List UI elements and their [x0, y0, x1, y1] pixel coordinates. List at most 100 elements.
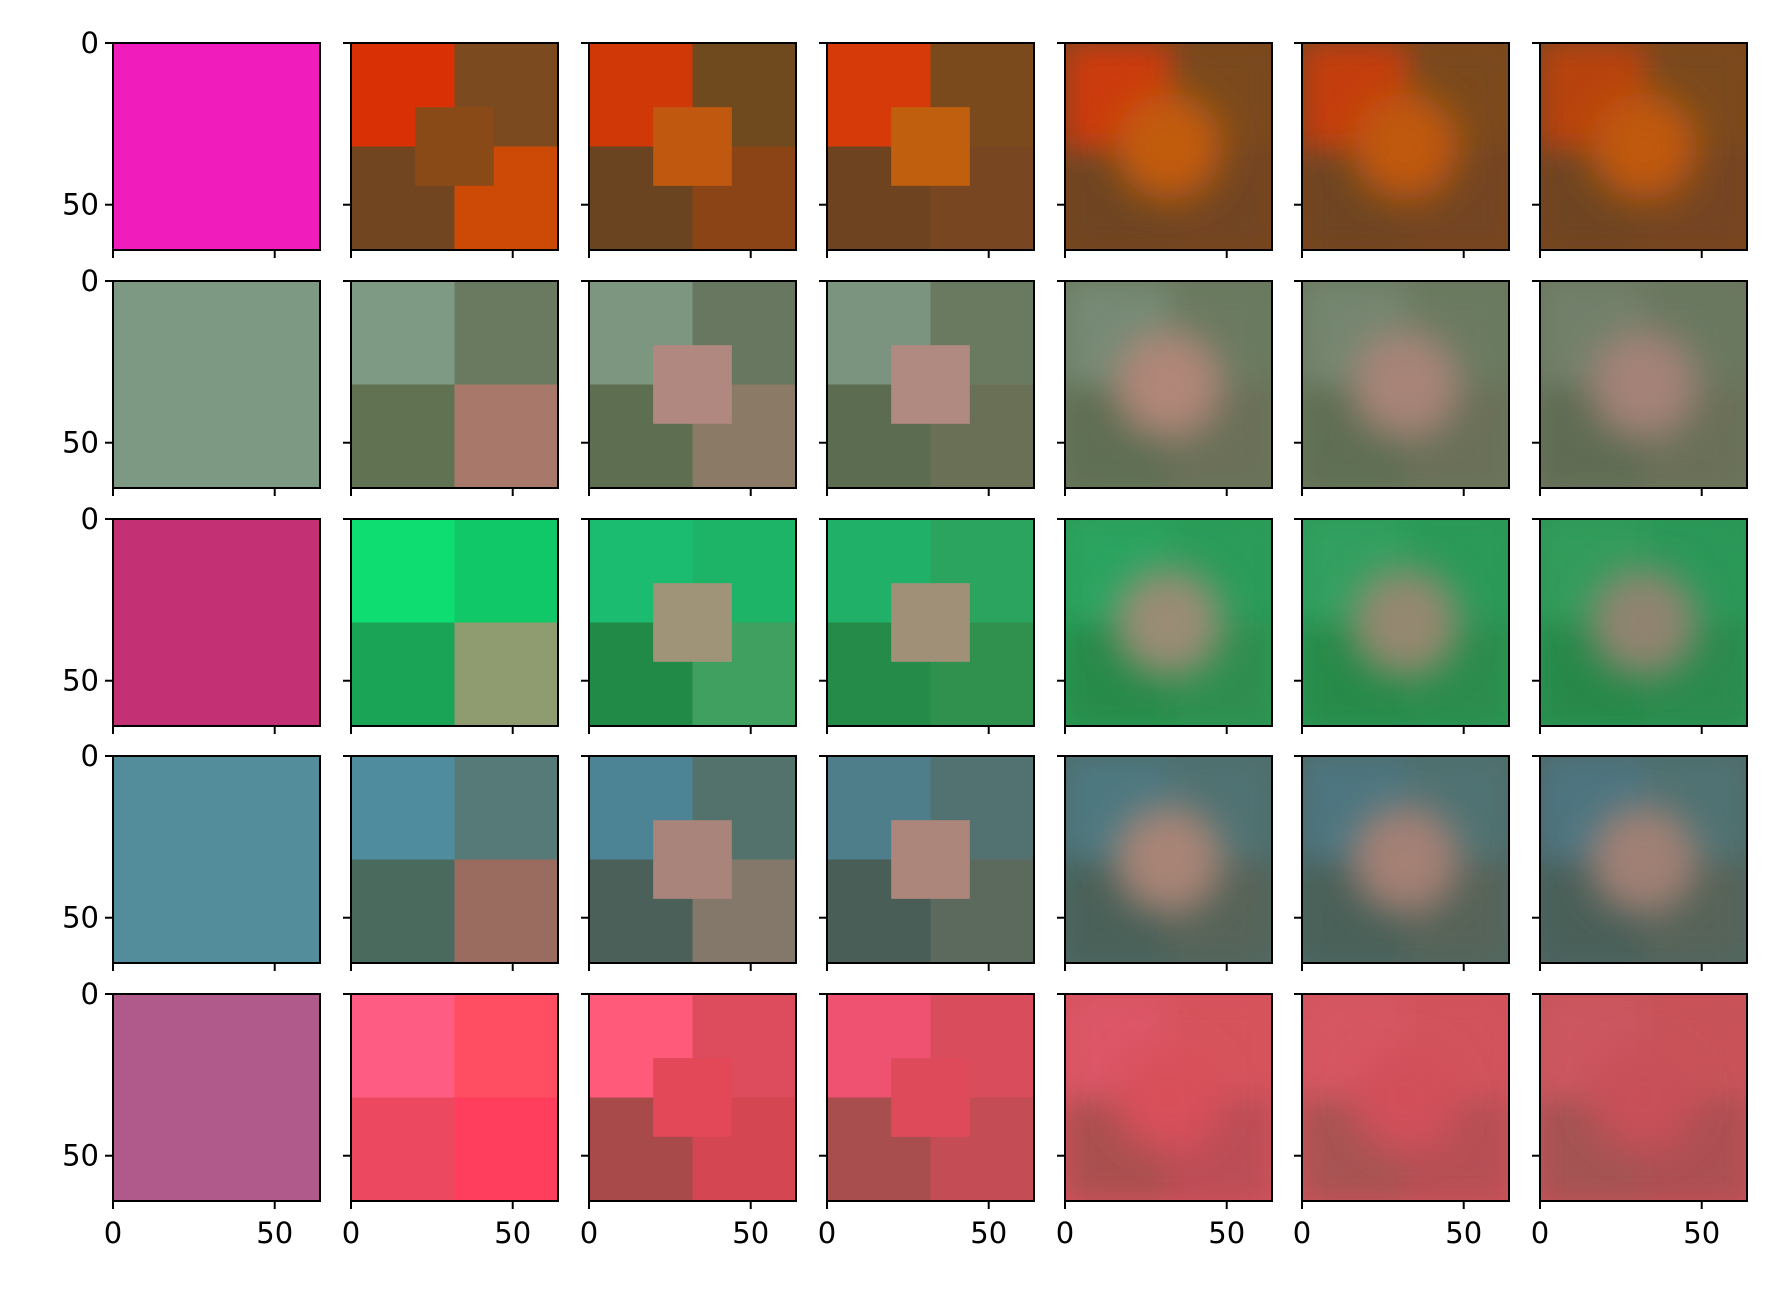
image-panel-r2-c6 [1302, 281, 1509, 488]
quadrant-top-right [454, 994, 558, 1098]
center-block [653, 1058, 732, 1137]
quadrant-top-left [113, 519, 217, 623]
panel-frame [826, 280, 1035, 489]
image-panel-r1-c2 [351, 43, 558, 250]
panel-frame [588, 755, 797, 964]
image-panel-r2-c7 [1540, 281, 1747, 488]
quadrant-top-right [216, 281, 320, 385]
image-panel-r1-c5 [1065, 43, 1272, 250]
image-panel-r2-c1 [113, 281, 320, 488]
x-tick-label: 0 [818, 1216, 836, 1250]
image-panel-r2-c5 [1065, 281, 1272, 488]
image-panel-r3-c3 [589, 519, 796, 726]
panel-frame [350, 280, 559, 489]
quadrant-bottom-right [454, 859, 558, 963]
panel-frame [588, 518, 797, 727]
panel-frame [1301, 993, 1510, 1202]
image-panel-r4-c6 [1302, 756, 1509, 963]
axes-layer: 0 50 0 50 0 50 0 50 0 50 0 50 0 50 0 50 0 50 0 50 0 50 0 50 [62, 26, 1748, 1250]
quadrant-top-left [113, 756, 217, 860]
x-tick-label: 0 [580, 1216, 598, 1250]
image-panel-r5-c4 [827, 994, 1034, 1201]
quadrant-top-left [351, 994, 455, 1098]
x-tick-label: 0 [342, 1216, 360, 1250]
quadrant-bottom-right [216, 384, 320, 488]
x-tick-label: 50 [1445, 1216, 1482, 1250]
quadrant-bottom-left [351, 859, 455, 963]
panel-frame [1064, 280, 1273, 489]
quadrant-bottom-right [454, 384, 558, 488]
center-block [891, 583, 970, 662]
image-panel-r4-c5 [1065, 756, 1272, 963]
panel-frame [1539, 42, 1748, 251]
panel-frame [112, 993, 321, 1202]
image-panel-r3-c4 [827, 519, 1034, 726]
center-blob [1589, 568, 1698, 677]
image-panel-r1-c7 [1540, 43, 1747, 250]
image-panel-r3-c1 [113, 519, 320, 726]
x-tick-label: 50 [256, 1216, 293, 1250]
x-tick-label: 50 [1208, 1216, 1245, 1250]
image-panel-r5-c6 [1302, 994, 1509, 1201]
center-blob [1114, 330, 1223, 439]
image-panel-r4-c1 [113, 756, 320, 963]
quadrant-bottom-right [454, 1097, 558, 1201]
quadrant-top-right [454, 281, 558, 385]
center-block [891, 107, 970, 186]
quadrant-top-right [216, 519, 320, 623]
image-panel-r1-c6 [1302, 43, 1509, 250]
center-block [415, 107, 494, 186]
center-block [653, 345, 732, 424]
y-tick-label: 50 [62, 901, 99, 935]
panel-frame [350, 518, 559, 727]
center-blob [1114, 1043, 1223, 1152]
center-block [653, 583, 732, 662]
panel-frame [1539, 993, 1748, 1202]
panel-frame [1064, 993, 1273, 1202]
quadrant-top-right [216, 43, 320, 147]
x-tick-label: 0 [1531, 1216, 1549, 1250]
x-tick-label: 0 [1056, 1216, 1074, 1250]
quadrant-bottom-left [351, 384, 455, 488]
panel-frame [350, 755, 559, 964]
y-tick-label: 0 [81, 26, 99, 60]
image-panel-r4-c7 [1540, 756, 1747, 963]
image-panel-r3-c5 [1065, 519, 1272, 726]
panel-frame [1539, 755, 1748, 964]
quadrant-bottom-right [216, 1097, 320, 1201]
quadrant-bottom-left [113, 622, 217, 726]
quadrant-bottom-left [351, 622, 455, 726]
quadrant-top-left [351, 281, 455, 385]
panel-frame [826, 755, 1035, 964]
quadrant-top-right [454, 519, 558, 623]
image-panel-r4-c2 [351, 756, 558, 963]
panel-frame [1539, 518, 1748, 727]
image-panel-r2-c4 [827, 281, 1034, 488]
panel-frame [1301, 280, 1510, 489]
center-block [891, 345, 970, 424]
center-blob [1351, 330, 1460, 439]
y-tick-label: 50 [62, 188, 99, 222]
quadrant-bottom-left [113, 384, 217, 488]
panel-frame [588, 280, 797, 489]
y-tick-label: 50 [62, 1139, 99, 1173]
center-blob [1351, 568, 1460, 677]
x-tick-label: 50 [732, 1216, 769, 1250]
y-tick-label: 50 [62, 664, 99, 698]
panel-frame [826, 993, 1035, 1202]
quadrant-bottom-right [216, 146, 320, 250]
image-panel-r2-c2 [351, 281, 558, 488]
panel-frame [1064, 42, 1273, 251]
image-panel-r4-c3 [589, 756, 796, 963]
y-tick-label: 0 [81, 739, 99, 773]
quadrant-top-right [216, 994, 320, 1098]
center-blob [1114, 568, 1223, 677]
quadrant-top-left [351, 519, 455, 623]
x-tick-label: 50 [494, 1216, 531, 1250]
panel-frame [350, 42, 559, 251]
center-block [891, 1058, 970, 1137]
center-blob [1589, 330, 1698, 439]
center-blob [1351, 1043, 1460, 1152]
panels-layer [113, 43, 1747, 1201]
